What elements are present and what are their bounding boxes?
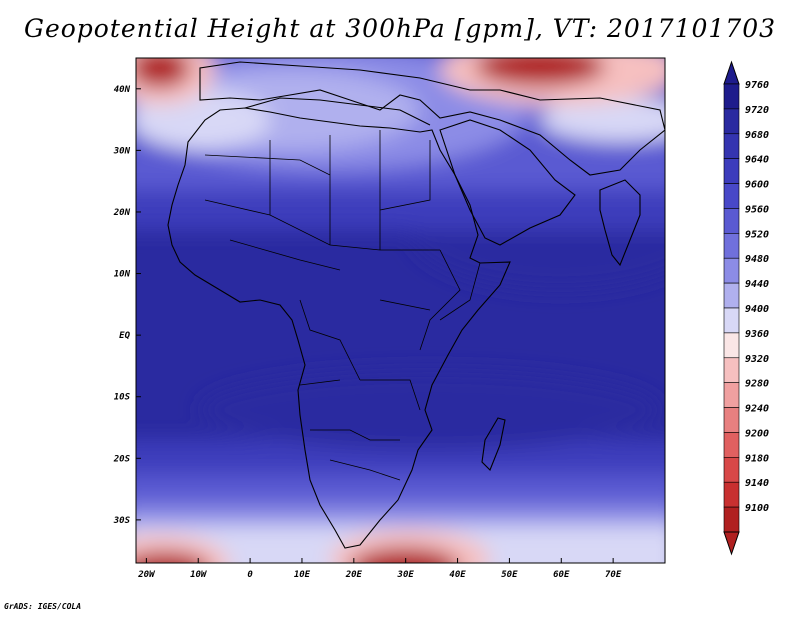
low-southwest-red xyxy=(136,552,207,563)
lon-tick-label: 60E xyxy=(553,570,570,580)
lat-tick-label: 10N xyxy=(114,270,131,280)
colorbar-label: 9280 xyxy=(745,379,769,390)
low-southwest-pink xyxy=(136,535,230,563)
colorbar-swatch xyxy=(723,282,740,309)
colorbar-label: 9400 xyxy=(745,304,769,315)
high-core-south xyxy=(200,370,660,450)
lon-tick-label: 0 xyxy=(247,570,253,580)
colorbar-swatch xyxy=(723,133,740,159)
colorbar-label: 9180 xyxy=(745,453,769,464)
africa-coastline xyxy=(167,107,511,549)
colorbar-swatch xyxy=(723,506,740,533)
colorbar-label: 9720 xyxy=(745,105,769,116)
lat-tick-label: EQ xyxy=(119,331,130,341)
latitude-axis: 40N 30N 20N 10N EQ 10S 20S 30S xyxy=(113,85,141,526)
lat-tick-label: 10S xyxy=(114,393,131,403)
lat-tick-label: 40N xyxy=(114,85,131,95)
colorbar-swatch xyxy=(723,357,740,383)
lon-tick-label: 30E xyxy=(397,570,415,580)
colorbar-label: 9240 xyxy=(745,404,769,415)
coastlines xyxy=(167,61,665,549)
colorbar-label: 9140 xyxy=(745,478,769,489)
india-coastline xyxy=(599,179,641,267)
colorbar-label: 9360 xyxy=(745,329,769,340)
colorbar-label: 9200 xyxy=(745,428,769,439)
lat-tick-label: 20N xyxy=(113,208,131,218)
colorbar-label: 9440 xyxy=(745,279,769,290)
colorbar-label: 9520 xyxy=(745,229,769,240)
colorbar-swatch xyxy=(723,158,740,184)
lat-tick-label: 30N xyxy=(113,146,131,156)
colorbar-swatch xyxy=(723,382,740,408)
colorbar-swatch xyxy=(723,481,740,508)
lat-tick-label: 20S xyxy=(113,454,131,464)
colorbar-swatch xyxy=(723,457,740,483)
low-south-red xyxy=(351,548,459,563)
lon-tick-label: 20E xyxy=(345,570,363,580)
arabia-coastline xyxy=(439,119,576,246)
colorbar-swatch xyxy=(723,407,740,433)
low-northeast-red xyxy=(475,58,605,86)
field-band-north-palest-east xyxy=(540,98,665,142)
colorbar-label: 9760 xyxy=(745,80,769,91)
field-bands xyxy=(136,58,665,563)
colorbar-label: 9680 xyxy=(745,130,769,141)
lon-tick-label: 10E xyxy=(294,570,311,580)
lon-tick-label: 20W xyxy=(137,570,156,580)
colorbar-label: 9560 xyxy=(745,204,769,215)
madagascar-coastline xyxy=(481,417,506,471)
colorbar-label: 9320 xyxy=(745,354,769,365)
colorbar-top-arrow xyxy=(723,60,740,85)
lat-tick-label: 30S xyxy=(113,516,131,526)
lon-tick-label: 40E xyxy=(449,570,466,580)
map-title: Geopotential Height at 300hPa [gpm], VT:… xyxy=(23,14,777,43)
plot-frame xyxy=(135,57,666,564)
lon-tick-label: 10W xyxy=(190,570,208,580)
colorbar-swatch xyxy=(723,432,740,458)
colorbar-swatch xyxy=(723,233,740,259)
colorbar-swatch xyxy=(723,208,740,234)
colorbar-swatch xyxy=(723,83,740,110)
lon-tick-label: 50E xyxy=(501,570,518,580)
lon-tick-label: 70E xyxy=(605,570,622,580)
colorbar-label: 9640 xyxy=(745,155,769,166)
field-band-north-palest-west xyxy=(136,90,270,150)
colorbar-swatch xyxy=(723,183,740,209)
longitude-axis: 20W 10W 0 10E 20E 30E 40E 50E 60E 70E xyxy=(137,558,622,580)
colorbar-swatch xyxy=(723,257,740,284)
colorbar-label: 9480 xyxy=(745,254,769,265)
colorbar-label: 9100 xyxy=(745,503,769,514)
mediterranean-coastline xyxy=(244,97,431,126)
low-northwest-red xyxy=(136,58,190,88)
colorbar: 9760 9720 9680 9640 9600 9560 9520 9480 9440 9400… xyxy=(723,60,769,556)
colorbar-swatch xyxy=(723,307,740,334)
software-credit: GrADS: IGES/COLA xyxy=(4,602,82,611)
colorbar-swatch xyxy=(723,332,740,359)
colorbar-swatch xyxy=(723,108,740,135)
europe-coastline xyxy=(199,61,665,176)
country-borders xyxy=(204,130,481,481)
colorbar-bottom-arrow xyxy=(723,531,740,556)
colorbar-label: 9600 xyxy=(745,180,769,191)
height-field xyxy=(136,58,665,563)
